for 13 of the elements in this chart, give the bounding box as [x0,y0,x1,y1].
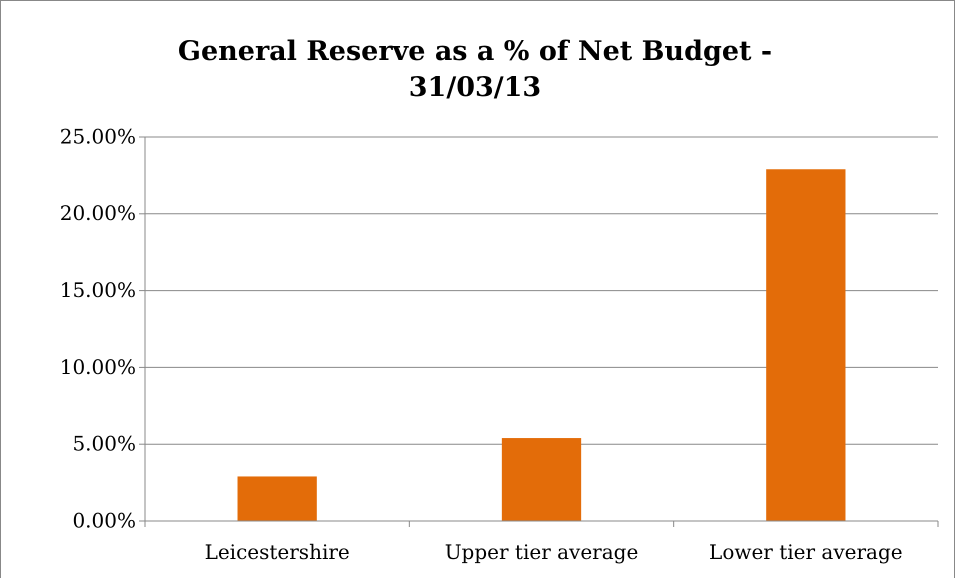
y-tick-label: 10.00% [60,354,136,379]
chart-title: General Reserve as a % of Net Budget - 31/03/13 [178,36,772,103]
x-tick-label: Lower tier average [709,540,903,564]
y-tick-label: 0.00% [72,508,136,532]
y-tick-label: 25.00% [60,124,136,148]
bar [502,438,582,521]
bar [238,476,317,521]
x-tick-label: Upper tier average [444,540,638,564]
bar [766,169,846,521]
y-tick-label: 15.00% [60,278,136,302]
y-tick-label: 20.00% [60,201,136,226]
x-tick-label: Leicestershire [204,540,350,564]
y-tick-label: 5.00% [72,432,136,456]
